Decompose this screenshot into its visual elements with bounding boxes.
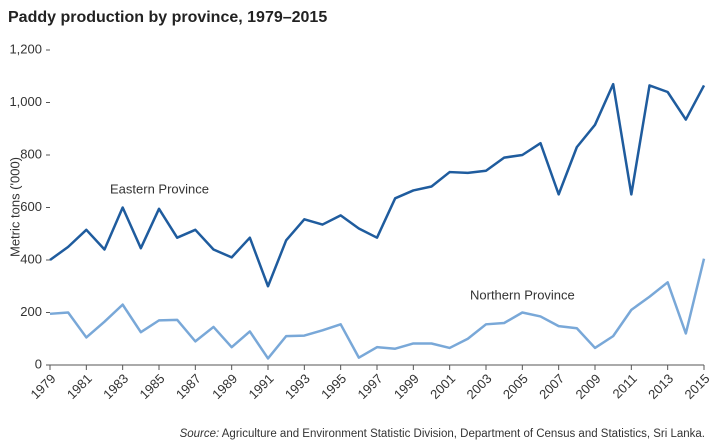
x-tick-label: 1981 <box>64 371 95 402</box>
x-tick-label: 1997 <box>354 371 385 402</box>
x-tick-label: 1991 <box>245 371 276 402</box>
x-tick-label: 2015 <box>681 371 709 402</box>
series-line <box>49 82 706 288</box>
series-label: Eastern Province <box>110 181 209 196</box>
y-tick-label: 1,200 <box>9 41 42 56</box>
chart-title: Paddy production by province, 1979–2015 <box>8 9 327 26</box>
y-tick-label: 200 <box>20 304 42 319</box>
x-tick-label: 1995 <box>318 371 349 402</box>
x-tick-label: 2001 <box>427 371 458 402</box>
x-tick-label: 1999 <box>391 371 422 402</box>
source-label: Source: <box>180 428 220 440</box>
y-tick-label: 0 <box>35 356 42 371</box>
x-tick-label: 2013 <box>645 371 676 402</box>
series-line <box>49 258 706 360</box>
x-tick-label: 1983 <box>100 371 131 402</box>
y-tick-label: 1,000 <box>9 94 42 109</box>
series-label: Northern Province <box>470 287 575 302</box>
source-text: Agriculture and Environment Statistic Di… <box>222 428 705 440</box>
x-tick-label: 1987 <box>173 371 204 402</box>
x-tick-label: 2011 <box>610 371 640 401</box>
y-axis-label: Metric tons ('000) <box>7 157 22 257</box>
x-tick-label: 2007 <box>536 371 567 402</box>
x-tick-label: 1979 <box>27 371 58 402</box>
source-note: Source: Agriculture and Environment Stat… <box>180 428 705 440</box>
y-tick-label: 800 <box>20 146 42 161</box>
y-tick-label: 600 <box>20 199 42 214</box>
x-tick-label: 2005 <box>500 371 531 402</box>
x-tick-label: 1989 <box>209 371 240 402</box>
x-tick-label: 2009 <box>572 371 603 402</box>
x-tick-label: 1993 <box>282 371 313 402</box>
x-tick-label: 1985 <box>136 371 167 402</box>
y-tick-label: 400 <box>20 251 42 266</box>
x-tick-label: 2003 <box>463 371 494 402</box>
